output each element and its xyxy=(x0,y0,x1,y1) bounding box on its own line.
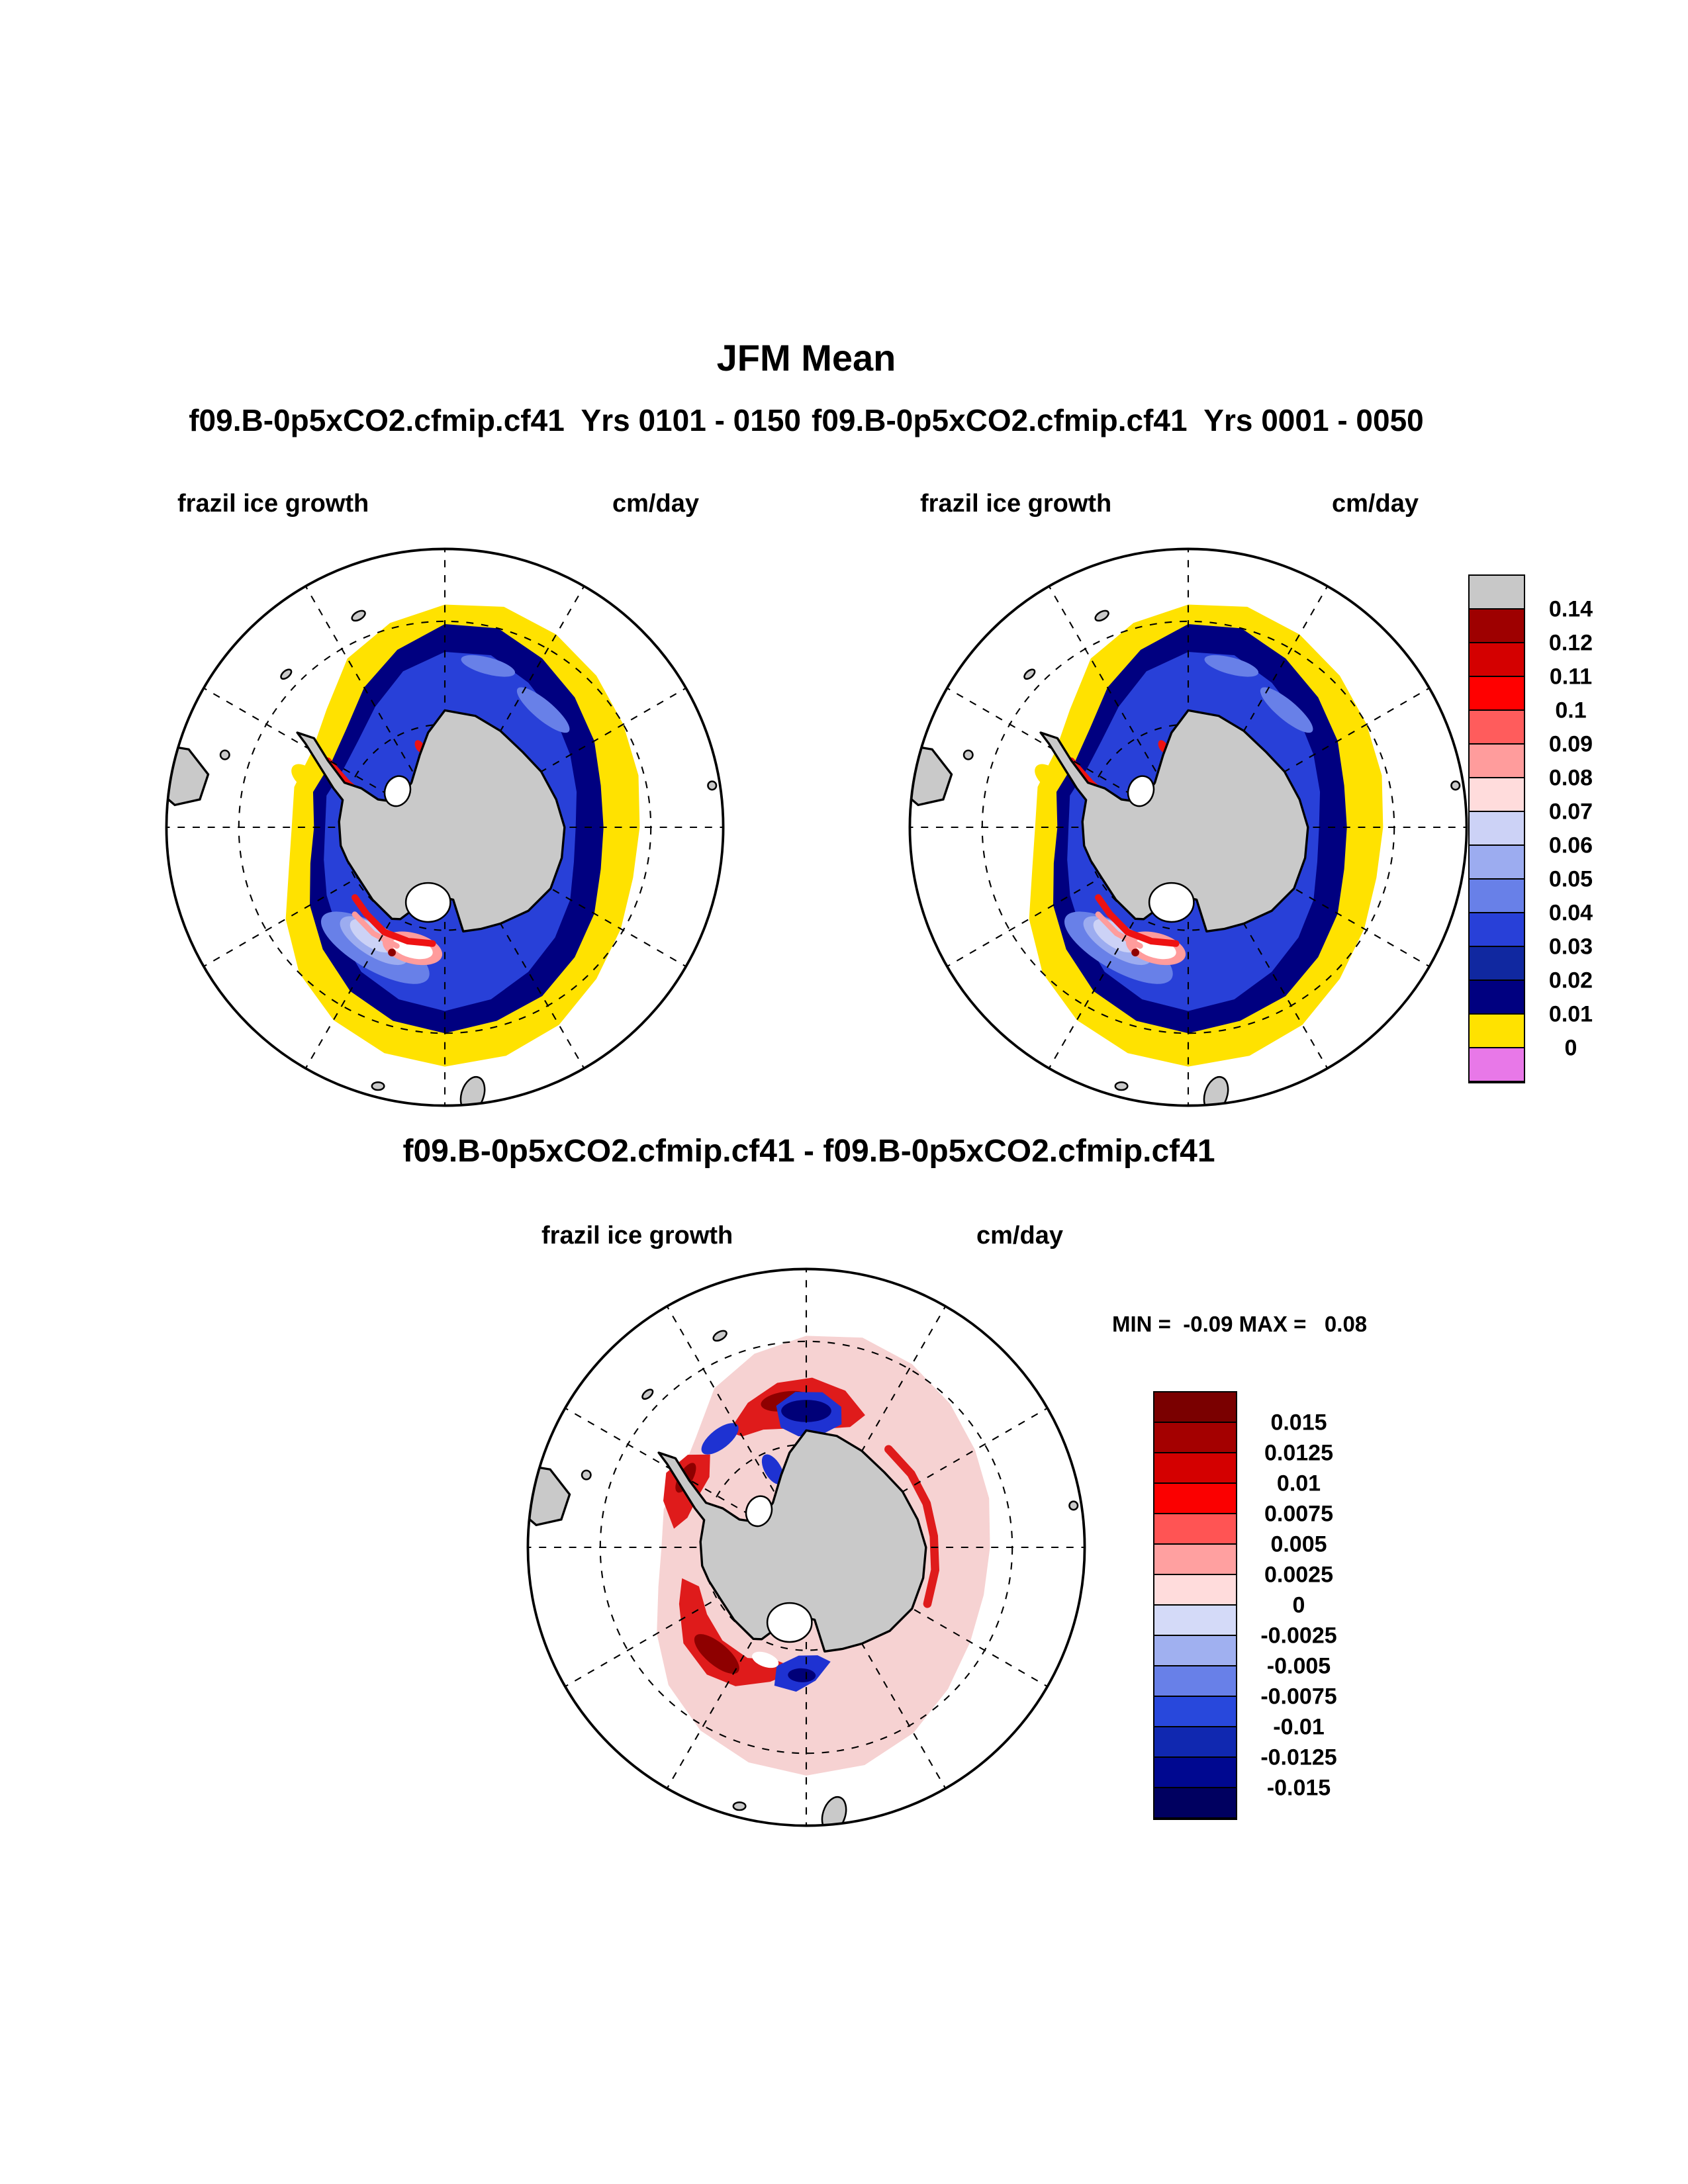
colorbar-cell xyxy=(1470,947,1524,981)
colorbar-cell xyxy=(1470,711,1524,745)
colorbar-cell xyxy=(1470,745,1524,778)
field-label-top-left: frazil ice growth xyxy=(177,490,369,518)
colorbar-label: -0.0075 xyxy=(1260,1684,1337,1709)
colorbar-cell xyxy=(1154,1758,1236,1788)
map-difference xyxy=(508,1250,1104,1845)
colorbar-label: 0.12 xyxy=(1548,630,1593,656)
colorbar-label: -0.01 xyxy=(1273,1714,1325,1740)
colorbar-label: 0.02 xyxy=(1548,968,1593,993)
colorbar-cell xyxy=(1154,1514,1236,1545)
colorbar-label: 0.01 xyxy=(1548,1001,1593,1027)
colorbar-label: 0 xyxy=(1292,1592,1305,1618)
field-label-top-right: frazil ice growth xyxy=(920,490,1112,518)
colorbar-cell xyxy=(1154,1575,1236,1606)
map-top-left xyxy=(147,529,743,1125)
colorbar-cell xyxy=(1470,880,1524,913)
colorbar-label: 0.0075 xyxy=(1264,1501,1333,1527)
colorbar-label: 0.1 xyxy=(1555,698,1587,723)
colorbar-cell xyxy=(1154,1423,1236,1453)
colorbar-label: 0.005 xyxy=(1270,1531,1327,1557)
colorbar-cell xyxy=(1154,1727,1236,1758)
colorbar-label: -0.015 xyxy=(1266,1775,1331,1801)
colorbar-label: 0.09 xyxy=(1548,731,1593,757)
colorbar-label: 0.05 xyxy=(1548,866,1593,892)
colorbar-label: 0 xyxy=(1564,1035,1577,1061)
colorbar-cell xyxy=(1470,812,1524,846)
colorbar-label: 0.14 xyxy=(1548,596,1593,622)
map-boundary-circle xyxy=(526,1267,1086,1827)
colorbar-cell xyxy=(1470,1048,1524,1082)
colorbar-label: 0.04 xyxy=(1548,900,1593,926)
subtitle-case-right: f09.B-0p5xCO2.cfmip.cf41 Yrs 0001 - 0050 xyxy=(812,403,1424,437)
colorbar-cell xyxy=(1470,778,1524,812)
colorbar-cell xyxy=(1470,643,1524,677)
colorbar-cell xyxy=(1470,610,1524,643)
colorbar-cell xyxy=(1470,1015,1524,1048)
units-label-top-right: cm/day xyxy=(1332,490,1419,518)
colorbar-cell xyxy=(1154,1484,1236,1514)
colorbar-difference: 0.015 0.0125 0.01 0.0075 0.005 0.0025 0 -0.0025… xyxy=(1153,1391,1337,1820)
colorbar-cell xyxy=(1154,1666,1236,1697)
difference-title: f09.B-0p5xCO2.cfmip.cf41 - f09.B-0p5xCO2… xyxy=(402,1134,1215,1169)
units-label-top-left: cm/day xyxy=(612,490,699,518)
colorbar-cell xyxy=(1154,1697,1236,1727)
colorbar-label: 0.0125 xyxy=(1264,1440,1333,1466)
colorbar-label: -0.0125 xyxy=(1260,1745,1337,1770)
graticule xyxy=(166,549,724,1106)
colorbar-cell xyxy=(1470,576,1524,610)
colorbar-cell xyxy=(1154,1545,1236,1575)
colorbar-cell xyxy=(1470,846,1524,880)
colorbar-label: 0.015 xyxy=(1270,1410,1327,1435)
polar-map-svg xyxy=(165,547,725,1107)
polar-map-svg xyxy=(908,547,1468,1107)
colorbar-label: 0.0025 xyxy=(1264,1562,1333,1588)
colorbar-cell xyxy=(1470,913,1524,947)
colorbar-label: 0.06 xyxy=(1548,833,1593,858)
colorbar-cell xyxy=(1470,981,1524,1015)
map-boundary-circle xyxy=(908,547,1468,1107)
colorbar-label: 0.07 xyxy=(1548,799,1593,825)
colorbar-cell xyxy=(1154,1788,1236,1819)
colorbar-label: 0.01 xyxy=(1276,1471,1321,1496)
colorbar-cell xyxy=(1154,1636,1236,1666)
colorbar-label: -0.0025 xyxy=(1260,1623,1337,1649)
figure-title: JFM Mean xyxy=(716,337,896,379)
map-boundary-circle xyxy=(165,547,725,1107)
subtitle-case-left: f09.B-0p5xCO2.cfmip.cf41 Yrs 0101 - 0150 xyxy=(189,403,801,437)
colorbar-label: 0.11 xyxy=(1549,664,1593,690)
polar-map-svg xyxy=(526,1267,1086,1827)
colorbar-mean: 0.14 0.12 0.11 0.1 0.09 0.08 0.07 0.06 0.05 0.04 0… xyxy=(1468,574,1593,1083)
figure-subtitle: f09.B-0p5xCO2.cfmip.cf41 Yrs 0101 - 0150… xyxy=(189,402,1424,438)
units-label-difference: cm/day xyxy=(976,1222,1063,1250)
colorbar-label: 0.03 xyxy=(1548,934,1593,960)
colorbar-cell xyxy=(1470,677,1524,711)
colorbar-label: -0.005 xyxy=(1266,1653,1331,1679)
colorbar-cell xyxy=(1154,1392,1236,1423)
colorbar-cell xyxy=(1154,1606,1236,1636)
field-label-difference: frazil ice growth xyxy=(541,1222,733,1250)
min-max-stats: MIN = -0.09 MAX = 0.08 xyxy=(1112,1312,1368,1336)
colorbar-cell xyxy=(1154,1453,1236,1484)
map-top-right xyxy=(890,529,1486,1125)
colorbar-label: 0.08 xyxy=(1548,765,1593,791)
